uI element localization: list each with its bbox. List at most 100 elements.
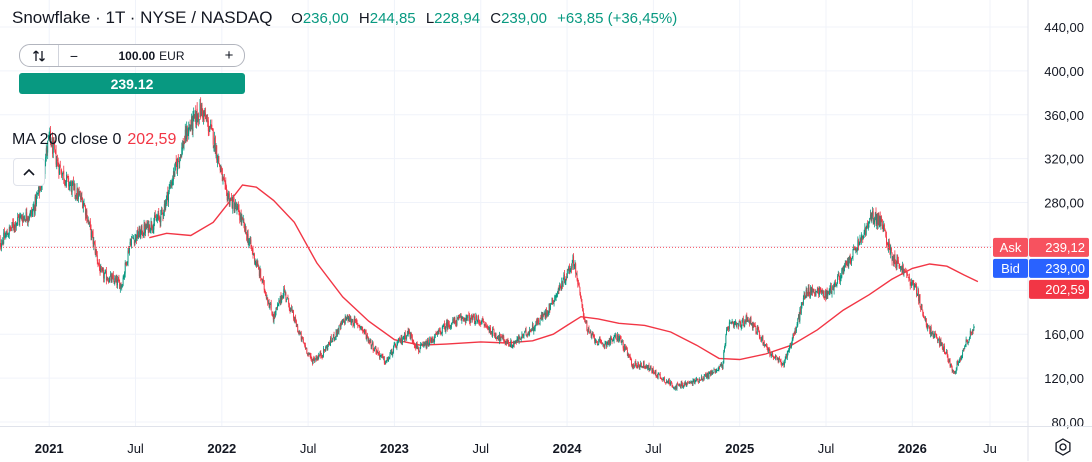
candle xyxy=(568,263,570,275)
candle-body xyxy=(873,220,875,223)
candle-body xyxy=(114,278,116,280)
quantity-input[interactable]: 100.00 EUR xyxy=(89,45,214,66)
candle-body xyxy=(60,168,62,174)
candle-body xyxy=(118,278,120,282)
swap-button[interactable] xyxy=(20,45,59,66)
candle xyxy=(895,259,897,269)
candle xyxy=(345,315,347,321)
candle-body xyxy=(818,287,820,295)
candle xyxy=(265,292,267,300)
high-value: 244,85 xyxy=(369,10,416,27)
candle-body xyxy=(5,234,7,238)
candle xyxy=(901,265,903,275)
buy-button[interactable]: 239.12 xyxy=(19,73,245,94)
price-tag-value: 239,12 xyxy=(1045,240,1085,255)
price-tag-box xyxy=(1029,279,1089,299)
candle xyxy=(662,377,664,381)
candle xyxy=(721,362,723,368)
candle-body xyxy=(791,340,793,345)
indicator-legend[interactable]: MA 200 close 0 202,59 xyxy=(12,131,176,149)
candle-body xyxy=(912,281,914,285)
candle-body xyxy=(858,241,859,246)
candle xyxy=(932,330,934,335)
candle xyxy=(721,364,723,371)
candle-body xyxy=(434,333,436,336)
candle-body xyxy=(436,331,438,335)
candle xyxy=(494,332,496,340)
candle-body xyxy=(21,215,23,220)
candle-body xyxy=(469,315,470,322)
candle xyxy=(216,145,218,163)
candle xyxy=(882,224,884,233)
candle-body xyxy=(128,250,130,254)
candle xyxy=(411,332,413,339)
candle xyxy=(64,178,65,186)
candle xyxy=(389,352,391,360)
candle xyxy=(193,107,195,122)
candle-body xyxy=(69,184,71,187)
candle-body xyxy=(489,327,491,331)
candle-body xyxy=(423,344,425,345)
candle-body xyxy=(814,292,816,296)
candle xyxy=(421,343,423,346)
candle xyxy=(646,365,648,369)
candle xyxy=(415,344,417,351)
candle-body xyxy=(580,293,582,298)
candle xyxy=(63,165,65,184)
collapse-legend-button[interactable] xyxy=(13,158,45,186)
increase-quantity-button[interactable]: + xyxy=(224,47,234,64)
candle xyxy=(770,352,771,356)
candle xyxy=(426,340,428,349)
candle-body xyxy=(200,105,202,116)
candle-body xyxy=(436,333,438,335)
candle xyxy=(420,341,422,349)
candle-body xyxy=(196,111,197,125)
candle xyxy=(860,237,862,243)
candle-body xyxy=(598,339,600,341)
candle-body xyxy=(721,364,723,366)
price-tag-box xyxy=(1029,237,1089,257)
candle-body xyxy=(607,340,609,345)
candle xyxy=(366,334,368,342)
candle xyxy=(894,250,896,265)
candle-body xyxy=(214,137,216,147)
candle xyxy=(718,365,720,372)
symbol-title[interactable]: Snowflake · 1T · NYSE / NASDAQ xyxy=(12,8,273,27)
candle-body xyxy=(378,352,380,354)
decrease-quantity-button[interactable]: − xyxy=(69,47,79,64)
candle-body xyxy=(226,186,227,191)
candle xyxy=(560,285,562,291)
candle xyxy=(962,349,964,359)
candle-body xyxy=(469,320,471,324)
candle xyxy=(866,222,868,230)
candle-body xyxy=(0,246,2,248)
candle-body xyxy=(700,380,702,381)
candle-body xyxy=(493,329,495,335)
candle-body xyxy=(33,206,35,210)
candle xyxy=(57,154,58,166)
candle-body xyxy=(267,302,269,304)
candle-body xyxy=(425,342,426,344)
candle xyxy=(532,322,534,332)
candle-body xyxy=(321,355,322,357)
candle xyxy=(258,266,260,279)
candle-body xyxy=(655,370,657,376)
chart-settings-button[interactable] xyxy=(1053,437,1073,457)
candle xyxy=(165,198,167,211)
candle xyxy=(949,358,951,368)
candle-body xyxy=(175,160,177,165)
candle-body xyxy=(778,358,780,363)
candle-body xyxy=(111,276,113,283)
candle xyxy=(275,307,277,316)
candle-body xyxy=(770,355,772,357)
candle xyxy=(113,280,115,285)
candle xyxy=(720,362,722,367)
candle-body xyxy=(714,369,716,370)
candle-body xyxy=(366,336,368,339)
candle-body xyxy=(601,340,602,343)
candle-body xyxy=(817,288,819,291)
candle xyxy=(950,363,952,368)
candle xyxy=(422,341,424,348)
candle-body xyxy=(377,349,379,354)
